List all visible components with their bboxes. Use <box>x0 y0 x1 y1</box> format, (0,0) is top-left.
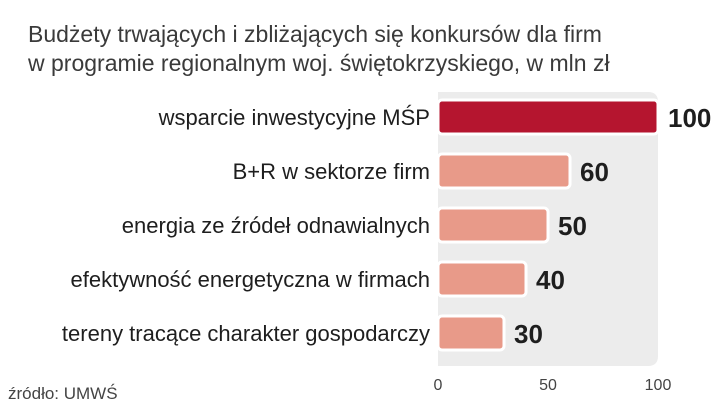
bar-1 <box>436 152 572 190</box>
value-label-2: 50 <box>558 211 587 241</box>
value-label-0: 100 <box>668 103 711 133</box>
x-tick-label-2: 100 <box>645 377 672 394</box>
bar-2 <box>436 206 550 244</box>
value-label-4: 30 <box>514 319 543 349</box>
category-label-0: wsparcie inwestycyjne MŚP <box>158 105 430 130</box>
chart-title-line-1: Budżety trwających i zbliżających się ko… <box>28 21 602 47</box>
category-label-4: tereny tracące charakter gospodarczy <box>62 321 430 346</box>
value-label-1: 60 <box>580 157 609 187</box>
chart-title: Budżety trwających i zbliżających się ko… <box>28 20 610 78</box>
x-tick-label-1: 50 <box>539 377 557 394</box>
x-tick-label-0: 0 <box>434 377 443 394</box>
value-label-3: 40 <box>536 265 565 295</box>
source-note: źródło: UMWŚ <box>8 384 118 403</box>
bar-4 <box>436 314 506 352</box>
bar-3 <box>436 260 528 298</box>
category-label-3: efektywność energetyczna w firmach <box>71 267 431 292</box>
category-label-1: B+R w sektorze firm <box>233 159 430 184</box>
category-label-2: energia ze źródeł odnawialnych <box>122 213 430 238</box>
chart-title-line-2: w programie regionalnym woj. świętokrzys… <box>28 50 610 76</box>
bar-0 <box>436 98 660 136</box>
